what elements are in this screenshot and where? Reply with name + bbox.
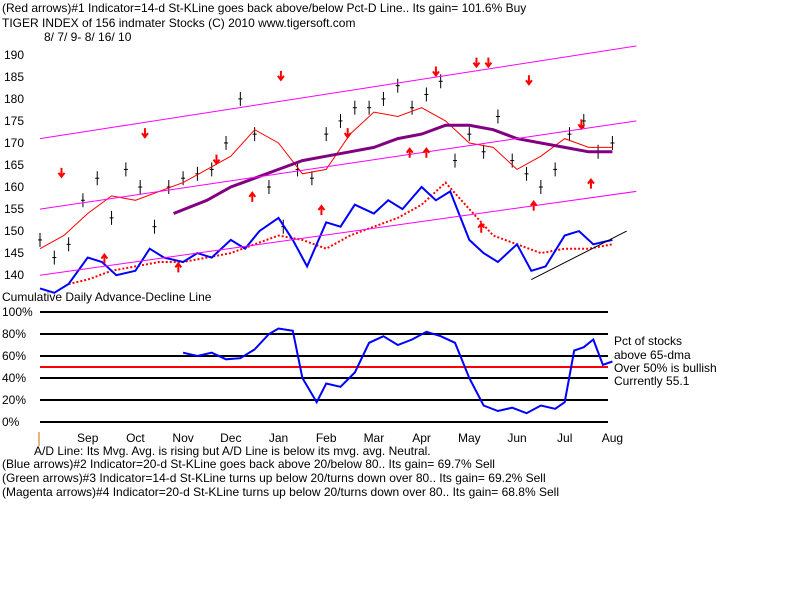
month-tick-label: Sep <box>77 431 99 445</box>
annotation-bullish: Over 50% is bullish <box>614 361 717 375</box>
down-arrow-icon <box>577 119 586 130</box>
up-arrow-icon <box>317 204 326 216</box>
down-arrow-icon <box>484 57 493 69</box>
month-tick-label: Jan <box>269 431 288 445</box>
month-tick-label: Apr <box>412 431 431 445</box>
month-tick-label: Dec <box>220 431 241 445</box>
short-moving-average-line <box>39 107 613 250</box>
up-arrow-icon <box>248 191 257 202</box>
upper-y-tick-label: 165 <box>4 158 24 172</box>
signal-arrows <box>57 57 595 273</box>
up-arrow-icon <box>174 261 183 273</box>
lower-y-tick-label: 100% <box>2 305 33 319</box>
up-arrow-icon <box>529 200 538 211</box>
down-arrow-icon <box>57 167 66 179</box>
month-tick-label: Oct <box>126 431 145 445</box>
down-arrow-icon <box>141 128 149 139</box>
lower-y-tick-label: 20% <box>2 393 26 407</box>
down-arrow-icon <box>343 128 352 139</box>
down-arrow-icon <box>432 66 440 78</box>
lower-y-tick-label: 60% <box>2 349 26 363</box>
lower-panel-series <box>182 327 613 415</box>
upper-panel-y-ticks: 140 145 150 155 160 165 170 175 180 185 190 <box>4 48 24 282</box>
ad-panel-title: Cumulative Daily Advance-Decline Line <box>2 290 212 304</box>
header-line-red: (Red arrows)#1 Indicator=14-d St-KLine g… <box>2 1 527 15</box>
long-moving-average-line <box>173 123 613 215</box>
month-tick-label: Nov <box>172 431 193 445</box>
lower-y-tick-label: 0% <box>2 415 20 429</box>
lower-panel-y-ticks: 0% 20% 40% 60% 80% 100% <box>2 305 33 429</box>
advance-decline-line-line <box>39 185 613 294</box>
up-arrow-icon <box>405 147 414 158</box>
up-arrow-icon <box>100 252 109 264</box>
up-arrow-icon <box>477 222 486 233</box>
chart-title: TIGER INDEX of 156 indmater Stocks (C) 2… <box>2 16 356 30</box>
upper-y-tick-label: 180 <box>4 92 24 106</box>
down-arrow-icon <box>277 70 285 82</box>
up-arrow-icon <box>587 177 595 189</box>
footer-line-blue: (Blue arrows)#2 Indicator=20-d St-KLine … <box>2 457 495 471</box>
upper-y-tick-label: 160 <box>4 180 24 194</box>
upper-channel-line-line <box>39 45 637 140</box>
month-tick-label: Aug <box>602 431 623 445</box>
upper-y-tick-label: 175 <box>4 114 24 128</box>
trend-line-line <box>531 230 627 281</box>
lower-y-tick-label: 40% <box>2 371 26 385</box>
upper-y-tick-label: 170 <box>4 136 24 150</box>
pct-above-65-dma-line <box>182 327 613 415</box>
down-arrow-icon <box>212 154 221 166</box>
upper-y-tick-label: 190 <box>4 48 24 62</box>
lower-panel-grid <box>40 311 608 423</box>
month-tick-label: Jul <box>557 431 572 445</box>
month-axis: Sep Oct Nov Dec Jan Feb Mar Apr May Jun Jul Aug <box>77 431 623 445</box>
upper-y-tick-label: 140 <box>4 268 24 282</box>
month-tick-label: May <box>458 431 481 445</box>
footer-line-magenta: (Magenta arrows)#4 Indicator=20-d St-KLi… <box>2 485 559 499</box>
up-arrow-icon <box>422 147 431 158</box>
lower-y-tick-label: 80% <box>2 327 26 341</box>
upper-y-tick-label: 185 <box>4 70 24 84</box>
upper-y-tick-label: 150 <box>4 224 24 238</box>
down-arrow-icon <box>472 57 481 69</box>
dotted-average-line <box>68 181 613 285</box>
month-tick-label: Mar <box>364 431 385 445</box>
down-arrow-icon <box>525 75 533 86</box>
upper-y-tick-label: 155 <box>4 202 24 216</box>
upper-panel-series <box>38 45 637 294</box>
annotation-dma: above 65-dma <box>614 348 691 362</box>
footer-line-green: (Green arrows)#3 Indicator=14-d St-KLine… <box>2 471 546 485</box>
upper-y-tick-label: 145 <box>4 246 24 260</box>
ad-line-note: A/D Line: Its Mvg. Avg. is rising but A/… <box>34 444 431 458</box>
lower-channel-line-line <box>39 120 637 210</box>
annotation-current: Currently 55.1 <box>614 374 690 388</box>
month-tick-label: Feb <box>316 431 337 445</box>
date-range: 8/ 7/ 9- 8/ 16/ 10 <box>44 30 132 44</box>
month-tick-label: Jun <box>507 431 526 445</box>
annotation-pct: Pct of stocks <box>614 334 683 348</box>
